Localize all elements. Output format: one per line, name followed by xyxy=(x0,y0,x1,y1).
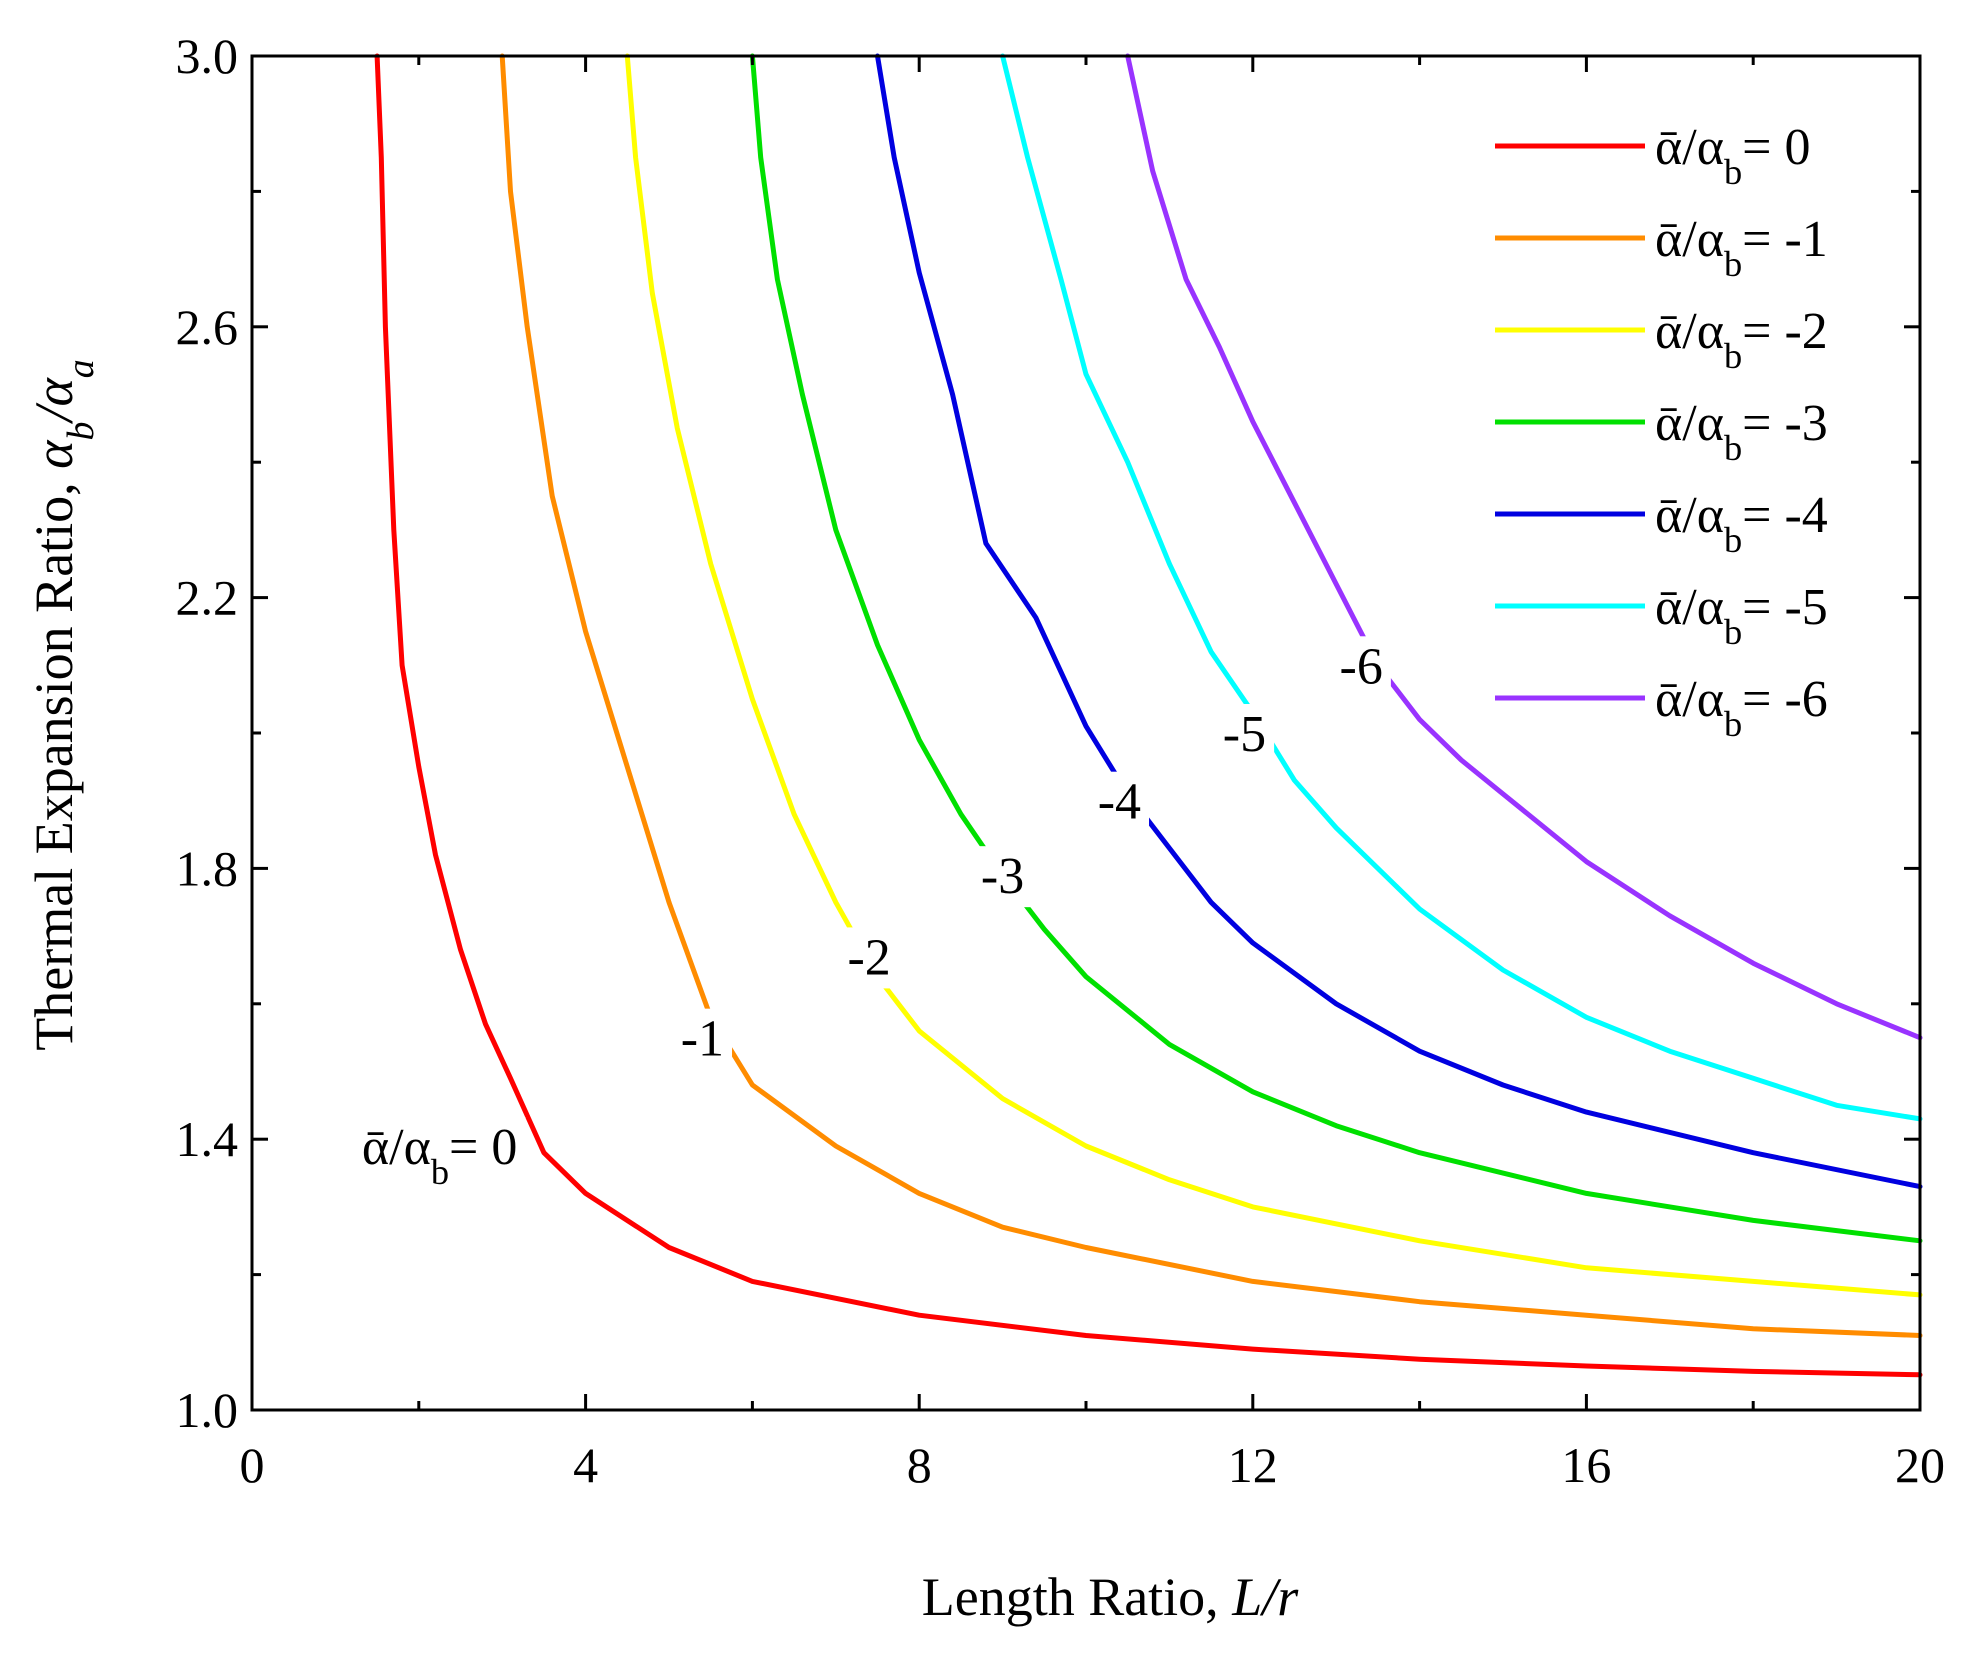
curve-label-bg--3 xyxy=(972,846,1033,908)
series-line--6 xyxy=(1125,53,1923,1041)
x-axis-title: Length Ratio, L/r xyxy=(922,1567,1299,1627)
curve-label--4: -4 xyxy=(1098,774,1141,831)
axes-layer: 0 4 8 12 16 20 1.0 1.4 1.8 2.2 2.6 3.0 xyxy=(176,28,1946,1493)
series-line--5 xyxy=(1000,53,1923,1122)
x-tick-label: 12 xyxy=(1228,1437,1278,1493)
x-tick-label: 0 xyxy=(240,1437,265,1493)
curve-label--2: -2 xyxy=(847,929,890,986)
curve-label-bg--6 xyxy=(1331,636,1391,698)
curve-label-bg--5 xyxy=(1214,704,1275,765)
curve-label--5: -5 xyxy=(1223,706,1266,763)
legend-label--2: ᾱ/αb= -2 xyxy=(1655,303,1828,376)
curve-label--1: -1 xyxy=(681,1011,724,1068)
y-tick-label: 1.8 xyxy=(176,840,239,896)
series-line--4 xyxy=(875,53,1923,1190)
curve-label-layer: ᾱ/αb= 0-1-2-3-4-5-6 xyxy=(353,636,1391,1194)
y-tick-label: 1.0 xyxy=(176,1382,239,1438)
curve-label-bg-0 xyxy=(353,1116,526,1194)
series-line-0 xyxy=(374,53,1923,1378)
x-tick-label: 16 xyxy=(1561,1437,1611,1493)
x-tick-label: 8 xyxy=(907,1437,932,1493)
x-tick-label: 4 xyxy=(573,1437,598,1493)
series-line--2 xyxy=(624,53,1923,1298)
curve-label-bg--2 xyxy=(839,927,899,989)
y-tick-label: 3.0 xyxy=(176,28,239,84)
y-tick-label: 1.4 xyxy=(176,1111,239,1167)
curve-label-bg--4 xyxy=(1089,771,1150,833)
series-line--1 xyxy=(499,53,1923,1338)
y-tick-label: 2.6 xyxy=(176,299,239,355)
curve-label-bg--1 xyxy=(672,1008,733,1070)
curve-label--3: -3 xyxy=(981,848,1024,905)
y-tick-label: 2.2 xyxy=(176,570,239,626)
curve-label--6: -6 xyxy=(1340,638,1383,695)
legend-label--6: ᾱ/αb= -6 xyxy=(1655,671,1828,744)
x-tick-label: 20 xyxy=(1895,1437,1945,1493)
